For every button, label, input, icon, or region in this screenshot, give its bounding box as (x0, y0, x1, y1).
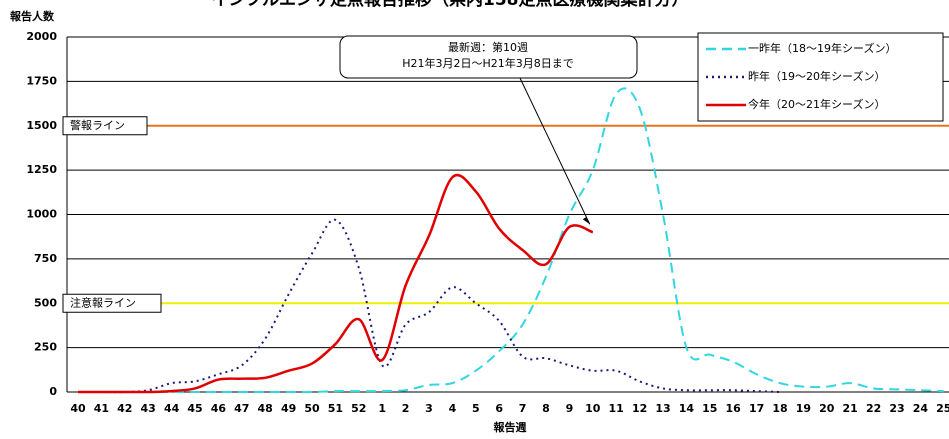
x-tick-label: 3 (425, 402, 433, 415)
series-line (78, 218, 781, 394)
reference-label-box (62, 293, 162, 313)
annotation-text: H21年3月2日～H21年3月8日まで (402, 56, 574, 70)
x-tick-label: 8 (542, 402, 550, 415)
x-tick-label: 15 (702, 402, 717, 415)
x-tick-label: 1 (378, 402, 386, 415)
y-tick-label: 1750 (26, 74, 57, 87)
y-axis-label: 報告人数 (10, 9, 55, 23)
x-tick-label: 20 (819, 402, 835, 415)
x-tick-label: 12 (632, 402, 647, 415)
legend-box (697, 32, 944, 122)
x-tick-label: 17 (749, 402, 764, 415)
x-tick-label: 42 (117, 402, 132, 415)
reference-label-box (62, 116, 148, 136)
y-tick-label: 1500 (26, 119, 57, 132)
x-tick-label: 49 (281, 402, 296, 415)
x-tick-label: 48 (258, 402, 273, 415)
x-tick-label: 19 (796, 402, 811, 415)
annotation-arrowhead (582, 217, 590, 225)
x-tick-label: 46 (211, 402, 227, 415)
chart-title: インフルエンザ定点報告推移（県内158定点医療機関集計分） (212, 0, 689, 10)
legend-label: 今年（20～21年シーズン） (748, 97, 885, 111)
y-tick-label: 1250 (26, 163, 57, 176)
annotation-box (339, 35, 638, 79)
x-tick-label: 7 (519, 402, 527, 415)
x-tick-label: 44 (164, 402, 180, 415)
x-tick-label: 13 (655, 402, 670, 415)
x-tick-label: 45 (187, 402, 202, 415)
x-tick-label: 5 (472, 402, 480, 415)
x-tick-label: 51 (328, 402, 343, 415)
y-tick-label: 2000 (26, 30, 57, 43)
y-tick-label: 0 (49, 385, 57, 398)
x-tick-label: 16 (726, 402, 742, 415)
x-tick-label: 11 (609, 402, 624, 415)
reference-label: 警報ライン (70, 118, 125, 132)
annotation-text: 最新週：第10週 (448, 40, 528, 54)
x-tick-label: 50 (304, 402, 320, 415)
x-tick-label: 4 (449, 402, 457, 415)
x-tick-label: 24 (913, 402, 929, 415)
x-tick-label: 25 (936, 402, 949, 415)
x-tick-label: 47 (234, 402, 249, 415)
x-tick-label: 21 (843, 402, 858, 415)
legend-label: 昨年（19～20年シーズン） (748, 69, 885, 83)
annotation-arrow (519, 77, 591, 225)
x-tick-label: 41 (94, 402, 109, 415)
x-tick-label: 14 (679, 402, 695, 415)
x-tick-label: 10 (585, 402, 601, 415)
y-tick-label: 1000 (26, 208, 57, 221)
x-tick-label: 6 (495, 402, 503, 415)
x-tick-label: 18 (772, 402, 787, 415)
y-tick-label: 250 (34, 341, 57, 354)
x-tick-label: 23 (889, 402, 904, 415)
x-tick-label: 40 (70, 402, 86, 415)
x-tick-label: 43 (141, 402, 156, 415)
y-tick-label: 750 (34, 252, 57, 265)
x-tick-label: 52 (351, 402, 366, 415)
x-tick-label: 22 (866, 402, 881, 415)
x-tick-label: 9 (566, 402, 574, 415)
x-tick-label: 2 (402, 402, 410, 415)
x-axis-label: 報告週 (494, 420, 527, 434)
y-tick-label: 500 (34, 296, 57, 309)
series-line (78, 173, 594, 394)
series-line (78, 87, 944, 394)
reference-label: 注意報ライン (70, 295, 136, 309)
legend-label: 一昨年（18～19年シーズン） (748, 41, 896, 55)
